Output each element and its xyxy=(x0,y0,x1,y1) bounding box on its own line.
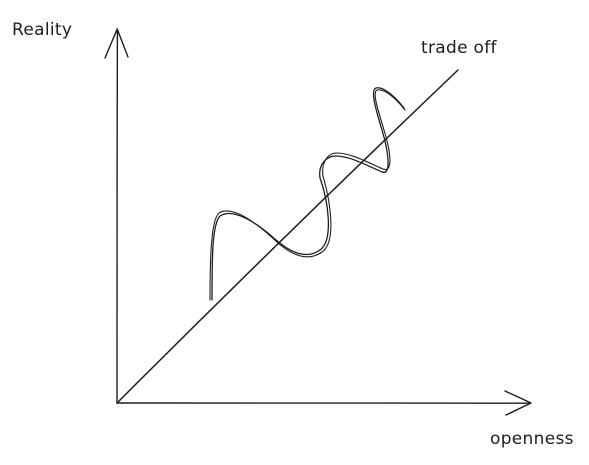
wave-curve-sketch-stroke xyxy=(209,89,406,301)
y-axis-label: Reality xyxy=(12,20,73,40)
x-axis-label: openness xyxy=(490,429,574,449)
trade-off-line xyxy=(116,69,459,404)
trade-off-label: trade off xyxy=(421,38,497,58)
y-axis-arrowhead xyxy=(104,28,129,59)
wave-curve xyxy=(211,87,405,301)
x-axis-arrowhead xyxy=(504,390,532,416)
